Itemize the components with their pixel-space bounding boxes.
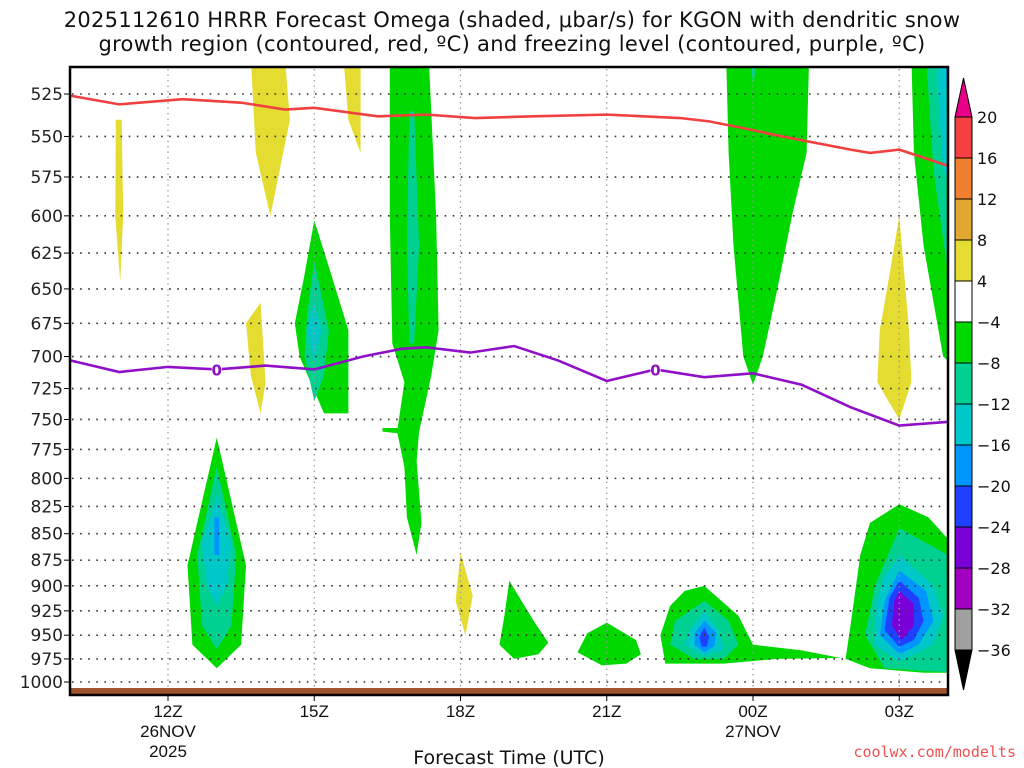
omega-region-violet — [891, 590, 914, 640]
contour-label-bg — [211, 361, 222, 378]
y-tick-label: 925 — [31, 602, 63, 622]
colorbar-swatch — [954, 116, 973, 159]
colorbar-swatch — [954, 239, 973, 282]
y-tick-label: 550 — [31, 127, 63, 147]
y-tick-label: 575 — [31, 168, 63, 188]
y-axis: 525 550 575 600 625 650 675 700 725 750 775 800 825 8… — [20, 85, 70, 693]
omega-region-yellow — [344, 68, 361, 153]
x-tick-label: 15Z — [300, 702, 329, 721]
y-tick-label: 725 — [31, 380, 63, 400]
y-tick-label: 975 — [31, 650, 63, 670]
colorbar-swatch — [954, 362, 973, 405]
colorbar-swatch — [954, 157, 973, 200]
colorbar-arrow-bottom — [954, 649, 973, 691]
x-tick-label: 00Z — [738, 702, 767, 721]
omega-region-cyan — [306, 302, 322, 363]
contour-label: 0 — [650, 361, 660, 379]
omega-region-green — [577, 622, 641, 666]
colorbar-label: −20 — [977, 477, 1011, 496]
y-tick-label: 750 — [31, 410, 63, 430]
y-tick-label: 775 — [31, 440, 63, 460]
y-tick-label: 625 — [31, 244, 63, 264]
contour-label: 0 — [212, 361, 222, 379]
colorbar-label: −12 — [977, 395, 1011, 414]
chart-title-line-2: growth region (contoured, red, ºC) and f… — [98, 32, 926, 56]
x-tick-year: 2025 — [149, 742, 187, 761]
colorbar-swatch — [954, 198, 973, 241]
y-tick-label: 600 — [31, 207, 63, 227]
x-tick-date: 26NOV — [140, 722, 196, 741]
omega-region-teal — [406, 111, 420, 344]
x-tick-label: 12Z — [153, 702, 182, 721]
contour-line-dendritic — [71, 94, 947, 167]
x-axis-label: Forecast Time (UTC) — [413, 747, 604, 768]
colorbar-label: 16 — [977, 149, 997, 168]
omega-shading — [94, 68, 947, 684]
chart-title-line-1: 2025112610 HRRR Forecast Omega (shaded, … — [63, 8, 961, 32]
omega-region-green — [726, 68, 809, 385]
omega-region-blue — [945, 68, 947, 95]
colorbar-label: 4 — [977, 272, 987, 291]
y-tick-label: 525 — [31, 85, 63, 105]
colorbar-label: 8 — [977, 231, 987, 250]
x-tick-label: 18Z — [446, 702, 475, 721]
colorbar-label: −24 — [977, 518, 1011, 537]
ground-surface — [71, 688, 947, 695]
credit-link[interactable]: coolwx.com/modelts — [853, 743, 1016, 761]
omega-region-yellow — [246, 302, 266, 414]
omega-region-yellow — [455, 552, 473, 636]
colorbar-swatch — [954, 280, 973, 323]
colorbar-swatch — [954, 321, 973, 364]
x-tick-date: 27NOV — [725, 722, 781, 741]
y-tick-label: 1000 — [20, 673, 63, 693]
colorbar-label: 12 — [977, 190, 997, 209]
x-tick-label: 03Z — [885, 702, 914, 721]
y-tick-label: 675 — [31, 314, 63, 334]
contour-line-freezing — [71, 344, 947, 427]
omega-region-dark-blue — [214, 517, 220, 555]
colorbar-label: −4 — [977, 313, 1001, 332]
y-tick-label: 850 — [31, 525, 63, 545]
colorbar-label: −16 — [977, 436, 1011, 455]
omega-region-dark-blue — [699, 627, 710, 647]
omega-region-yellow — [877, 215, 912, 420]
omega-region-green — [382, 428, 405, 434]
colorbar-label: −32 — [977, 600, 1011, 619]
colorbar-label: −28 — [977, 559, 1011, 578]
colorbar-swatch — [954, 608, 973, 651]
colorbar-swatch — [954, 444, 973, 487]
y-tick-label: 825 — [31, 497, 63, 517]
y-tick-label: 700 — [31, 348, 63, 368]
colorbar-arrow-top — [954, 77, 973, 118]
omega-region-yellow — [115, 119, 124, 282]
colorbar-label: −36 — [977, 641, 1011, 660]
y-tick-label: 875 — [31, 551, 63, 571]
colorbar: 20 16 12 8 4 −4 −8 −12 −16 −20 −24 −28 −32 −36 — [954, 77, 1011, 691]
colorbar-swatch — [954, 403, 973, 446]
y-tick-label: 900 — [31, 577, 63, 597]
y-tick-label: 650 — [31, 280, 63, 300]
colorbar-swatch — [954, 526, 973, 569]
plot-frame — [68, 65, 950, 697]
colorbar-swatch — [954, 485, 973, 528]
x-tick-label: 21Z — [592, 702, 621, 721]
colorbar-label: 20 — [977, 108, 997, 127]
colorbar-swatch — [954, 567, 973, 610]
y-tick-label: 800 — [31, 469, 63, 489]
colorbar-label: −8 — [977, 354, 1001, 373]
y-tick-label: 950 — [31, 626, 63, 646]
omega-region-cyan — [936, 68, 947, 180]
omega-region-green — [499, 580, 549, 659]
contour-label-bg — [650, 361, 661, 378]
